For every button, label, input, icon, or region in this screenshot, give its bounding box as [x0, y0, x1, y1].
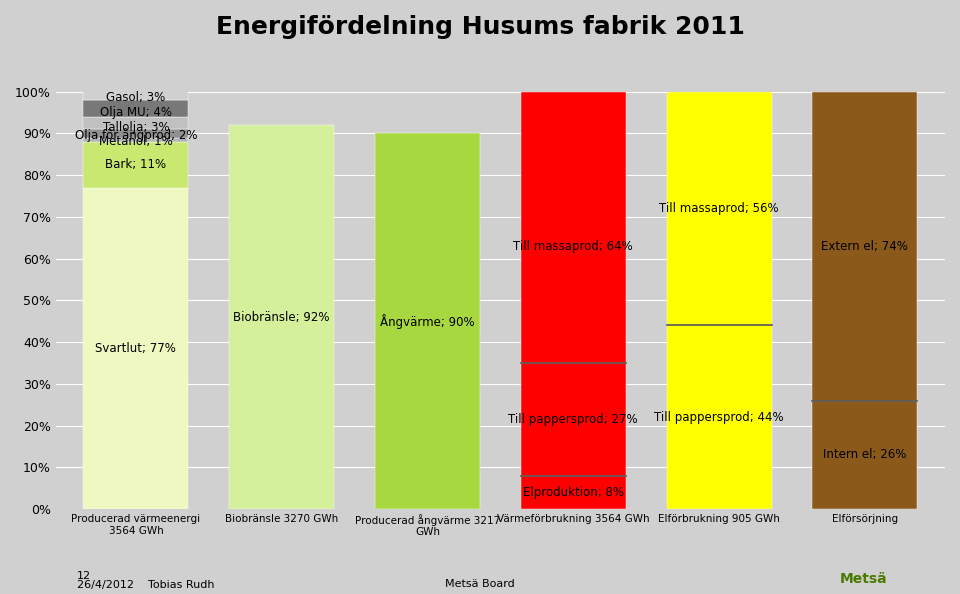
Text: Till massaprod; 64%: Till massaprod; 64% — [514, 239, 634, 252]
Text: Svartlut; 77%: Svartlut; 77% — [95, 342, 177, 355]
Bar — [84, 138, 188, 142]
Bar — [84, 87, 188, 100]
Bar — [84, 116, 188, 129]
Bar — [84, 129, 188, 138]
Text: Metsä: Metsä — [840, 572, 888, 586]
Text: Intern el; 26%: Intern el; 26% — [823, 448, 906, 462]
Bar — [520, 91, 626, 363]
Text: Olja MU; 4%: Olja MU; 4% — [100, 106, 172, 119]
Text: Till massaprod; 56%: Till massaprod; 56% — [660, 202, 779, 215]
Text: Extern el; 74%: Extern el; 74% — [822, 239, 908, 252]
Text: Gasol; 3%: Gasol; 3% — [107, 91, 165, 105]
Text: Tallolja; 3%: Tallolja; 3% — [103, 121, 169, 134]
Text: Metanol; 1%: Metanol; 1% — [99, 135, 173, 148]
Text: Olja för ångprod; 2%: Olja för ångprod; 2% — [75, 128, 197, 143]
Text: Till pappersprod; 27%: Till pappersprod; 27% — [509, 413, 638, 426]
Text: Metsä Board: Metsä Board — [445, 579, 515, 589]
Bar — [375, 134, 480, 509]
Bar — [229, 125, 334, 509]
Text: Biobränsle; 92%: Biobränsle; 92% — [233, 311, 330, 324]
Bar — [520, 476, 626, 509]
Bar — [520, 363, 626, 476]
Text: Elproduktion; 8%: Elproduktion; 8% — [523, 486, 624, 499]
Bar — [84, 188, 188, 509]
Text: Bark; 11%: Bark; 11% — [106, 158, 166, 171]
Bar — [84, 100, 188, 116]
Bar — [666, 91, 772, 326]
Text: 12: 12 — [77, 571, 91, 581]
Text: Till pappersprod; 44%: Till pappersprod; 44% — [654, 410, 784, 424]
Text: 26/4/2012    Tobias Rudh: 26/4/2012 Tobias Rudh — [77, 580, 214, 590]
Bar — [84, 142, 188, 188]
Text: Ångvärme; 90%: Ångvärme; 90% — [380, 314, 475, 328]
Bar — [812, 400, 918, 509]
Text: Energifördelning Husums fabrik 2011: Energifördelning Husums fabrik 2011 — [216, 15, 744, 39]
Bar — [666, 326, 772, 509]
Bar — [812, 91, 918, 400]
